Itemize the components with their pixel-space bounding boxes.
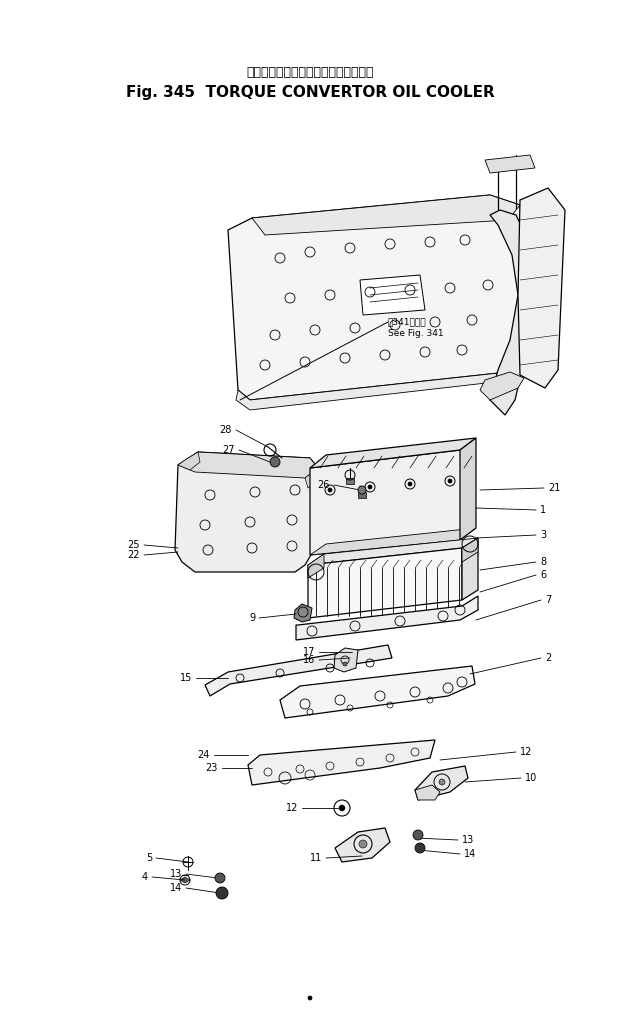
Polygon shape — [415, 785, 440, 800]
Text: 4: 4 — [142, 872, 148, 882]
Text: 12: 12 — [286, 803, 298, 813]
Circle shape — [413, 830, 423, 840]
Polygon shape — [335, 828, 390, 862]
Text: 1: 1 — [540, 505, 546, 515]
Text: See Fig. 341: See Fig. 341 — [388, 329, 444, 338]
Text: 16: 16 — [303, 655, 315, 665]
Polygon shape — [358, 492, 366, 498]
Polygon shape — [462, 538, 478, 600]
Polygon shape — [175, 452, 318, 572]
Text: Fig. 345  TORQUE CONVERTOR OIL COOLER: Fig. 345 TORQUE CONVERTOR OIL COOLER — [126, 84, 494, 100]
Circle shape — [358, 486, 366, 494]
Circle shape — [439, 779, 445, 785]
Text: 3: 3 — [540, 530, 546, 540]
Circle shape — [408, 482, 412, 486]
Circle shape — [368, 485, 372, 489]
Polygon shape — [334, 648, 358, 672]
Polygon shape — [310, 450, 470, 555]
Text: 28: 28 — [219, 425, 232, 435]
Polygon shape — [310, 438, 476, 468]
Text: 15: 15 — [180, 673, 192, 683]
Text: 14: 14 — [170, 883, 182, 893]
Polygon shape — [178, 452, 318, 478]
Text: 27: 27 — [223, 445, 235, 455]
Text: 12: 12 — [520, 747, 533, 757]
Circle shape — [415, 843, 425, 853]
Polygon shape — [490, 210, 535, 415]
Text: 22: 22 — [128, 550, 140, 560]
Polygon shape — [462, 538, 478, 562]
Circle shape — [308, 996, 312, 1000]
Text: 11: 11 — [310, 853, 322, 863]
Polygon shape — [360, 275, 425, 315]
Text: 17: 17 — [303, 647, 315, 657]
Circle shape — [328, 488, 332, 492]
Polygon shape — [460, 438, 476, 540]
Text: 8: 8 — [540, 557, 546, 567]
Polygon shape — [205, 645, 392, 696]
Polygon shape — [308, 538, 478, 565]
Polygon shape — [310, 528, 476, 555]
Text: 第341図参照: 第341図参照 — [388, 318, 427, 327]
Circle shape — [216, 887, 228, 899]
Text: 5: 5 — [146, 853, 152, 863]
Text: 23: 23 — [206, 764, 218, 773]
Text: 9: 9 — [249, 613, 255, 623]
Polygon shape — [415, 766, 468, 800]
Text: 13: 13 — [170, 869, 182, 879]
Circle shape — [448, 479, 452, 483]
Text: 24: 24 — [198, 750, 210, 760]
Text: 21: 21 — [548, 483, 560, 493]
Polygon shape — [180, 876, 190, 883]
Polygon shape — [248, 740, 435, 785]
Text: 10: 10 — [525, 773, 538, 783]
Polygon shape — [308, 548, 462, 618]
Polygon shape — [485, 155, 535, 173]
Text: 2: 2 — [545, 653, 551, 663]
Polygon shape — [252, 195, 520, 235]
Text: 13: 13 — [462, 835, 474, 845]
Text: 6: 6 — [540, 570, 546, 580]
Polygon shape — [305, 468, 318, 488]
Circle shape — [270, 457, 280, 467]
Circle shape — [215, 873, 225, 883]
Polygon shape — [178, 452, 200, 470]
Polygon shape — [518, 188, 565, 388]
Polygon shape — [280, 666, 475, 718]
Polygon shape — [480, 372, 524, 400]
Polygon shape — [346, 478, 354, 484]
Circle shape — [359, 840, 367, 848]
Text: 14: 14 — [464, 849, 476, 859]
Polygon shape — [236, 355, 530, 410]
Text: 7: 7 — [545, 595, 551, 605]
Text: トルク　コンバータ　オイル　クーラ: トルク コンバータ オイル クーラ — [246, 65, 374, 78]
Text: 25: 25 — [128, 540, 140, 550]
Circle shape — [339, 805, 345, 811]
Text: 26: 26 — [317, 480, 330, 490]
Polygon shape — [308, 554, 324, 578]
Polygon shape — [296, 596, 478, 640]
Polygon shape — [294, 604, 312, 622]
Circle shape — [343, 662, 347, 666]
Polygon shape — [228, 195, 530, 400]
